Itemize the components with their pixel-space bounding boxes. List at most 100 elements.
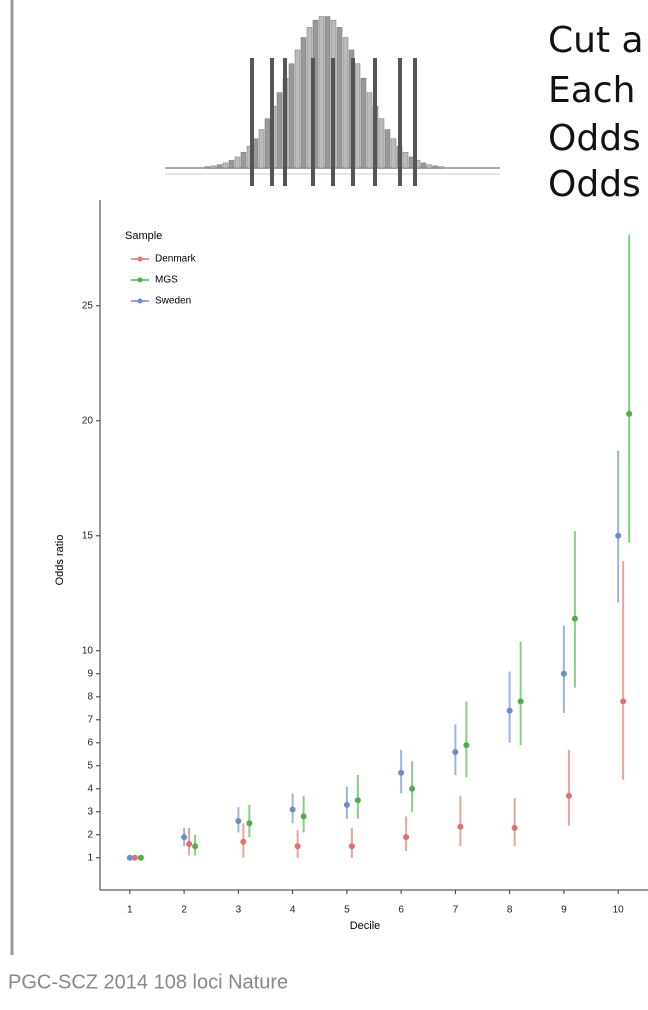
point [452,749,458,755]
hist-bar [211,166,216,168]
hist-bar [319,16,324,168]
point [192,843,198,849]
point [457,824,463,830]
point [507,708,513,714]
hist-bar [289,64,294,168]
point [561,671,567,677]
point [138,855,144,861]
heading-line: Each [548,70,635,111]
y-tick-label: 8 [87,691,93,702]
hist-bar [229,160,234,168]
point [127,855,133,861]
cut-line [398,58,402,186]
legend-key [138,257,143,262]
legend-title: Sample [125,230,162,242]
point [344,802,350,808]
cut-line [250,58,254,186]
point [626,411,632,417]
point [181,834,187,840]
point [355,797,361,803]
point [572,616,578,622]
hist-bar [439,167,444,168]
x-tick-label: 10 [613,905,625,916]
x-tick-label: 1 [127,905,133,916]
point [409,786,415,792]
y-tick-label: 10 [82,645,94,656]
hist-bar [379,119,384,168]
hist-bar [343,38,348,168]
point [398,770,404,776]
x-tick-label: 5 [344,905,350,916]
x-tick-label: 6 [398,905,404,916]
y-tick-label: 7 [87,714,93,725]
cut-line [373,58,377,186]
point [620,698,626,704]
y-axis-title: Odds ratio [54,535,66,586]
cut-line [311,58,315,186]
point [463,742,469,748]
cut-line [283,58,287,186]
footer: PGC-SCZ 2014 108 loci Nature [8,971,288,993]
hist-bar [223,163,228,168]
legend-label: Denmark [155,254,197,265]
cut-line [413,58,417,186]
hist-bar [235,157,240,168]
hist-bar [301,38,306,168]
legend-label: Sweden [155,296,191,307]
hist-bar [367,93,372,168]
cut-line [270,58,274,186]
y-tick-label: 20 [82,415,94,426]
y-tick-label: 1 [87,852,93,863]
y-tick-label: 15 [82,530,94,541]
point [403,834,409,840]
y-tick-label: 9 [87,668,93,679]
point [186,841,192,847]
hist-bar [217,165,222,168]
point [290,807,296,813]
legend-key [138,278,143,283]
point [518,698,524,704]
hist-bar [241,152,246,168]
x-tick-label: 8 [507,905,513,916]
x-tick-label: 3 [236,905,242,916]
point [349,843,355,849]
point [295,843,301,849]
histogram-illustration [165,16,500,186]
hist-bar [355,64,360,168]
y-tick-label: 5 [87,760,93,771]
hist-bar [361,78,366,168]
hist-bar [337,27,342,168]
hist-bar [325,16,330,168]
x-axis-title: Decile [350,920,381,932]
heading-line: Odds [548,164,641,205]
point [240,839,246,845]
hist-bar [433,166,438,168]
heading-line: Cut a [548,20,644,61]
hist-bar [277,93,282,168]
point [301,813,307,819]
x-tick-label: 7 [453,905,459,916]
y-tick-label: 2 [87,829,93,840]
x-tick-label: 9 [561,905,567,916]
legend-label: MGS [155,275,178,286]
page: Cut a Each Odds Odds Sample Decile Odds … [0,0,648,1005]
y-tick-label: 25 [82,300,94,311]
hist-bar [427,165,432,168]
hist-bar [391,139,396,168]
heading-line: Odds [548,118,641,159]
x-tick-label: 2 [181,905,187,916]
cut-line [351,58,355,186]
x-tick-label: 4 [290,905,296,916]
point [566,793,572,799]
point [615,533,621,539]
hist-bar [403,152,408,168]
y-tick-label: 6 [87,737,93,748]
hist-bar [385,130,390,168]
hist-bar [295,50,300,168]
point [246,820,252,826]
hist-bar [265,119,270,168]
legend-key [138,299,143,304]
y-tick-label: 3 [87,806,93,817]
hist-bar [205,167,210,168]
point [235,818,241,824]
